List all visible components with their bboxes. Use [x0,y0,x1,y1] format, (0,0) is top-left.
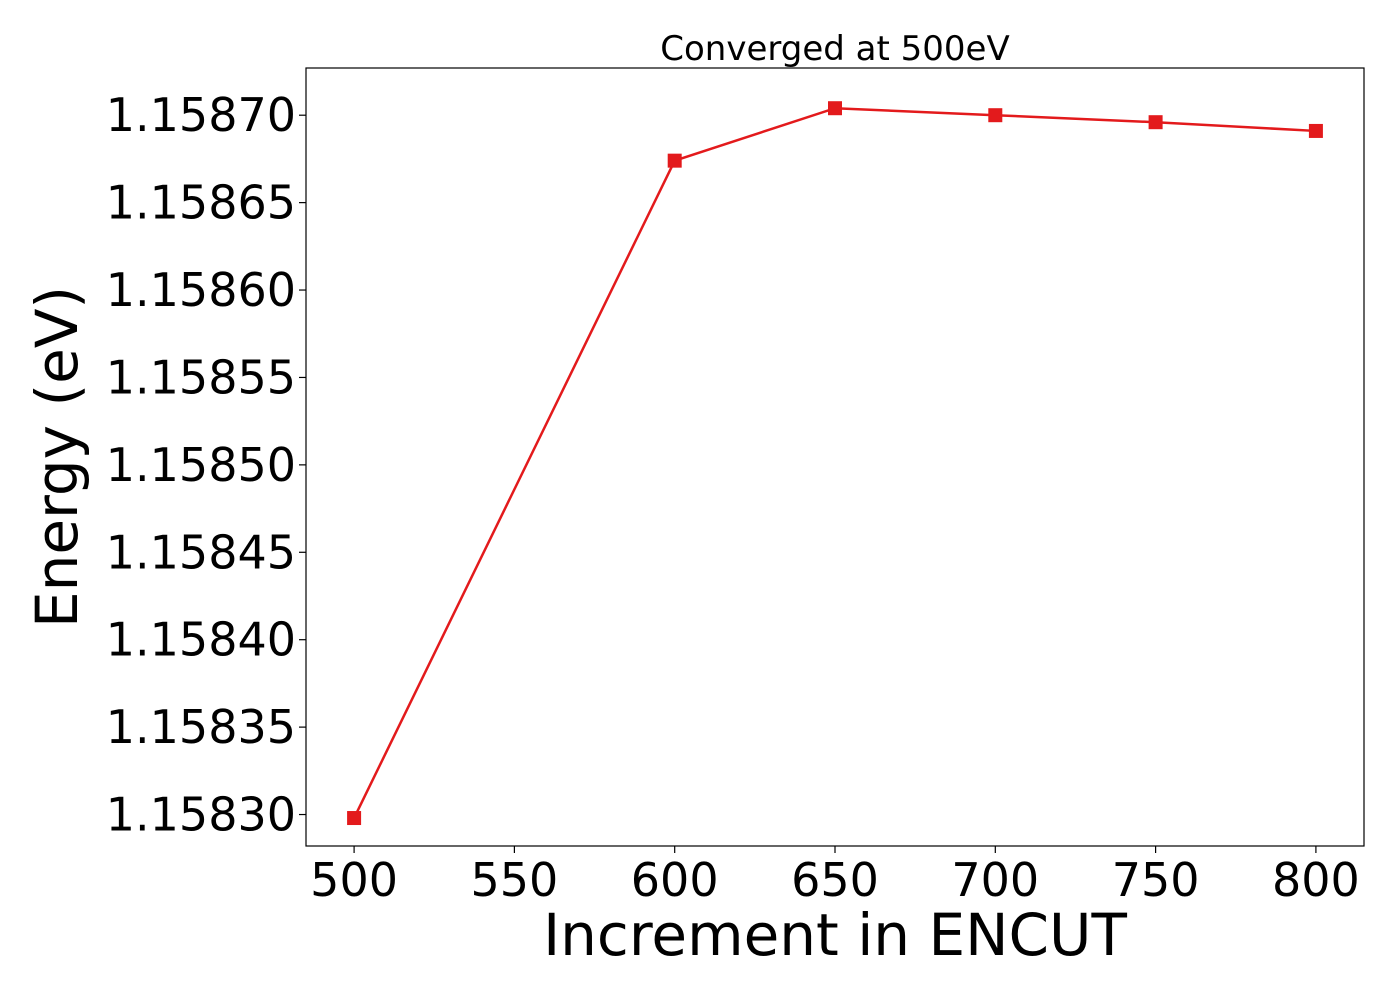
x-tick-label: 550 [470,853,558,907]
y-tick-label: 1.15830 [106,788,296,842]
y-tick-label: 1.15850 [106,438,296,492]
x-axis-label: Increment in ENCUT [543,901,1127,969]
data-point [988,108,1003,123]
y-axis-ticks: 1.15830 1.15835 1.15840 1.15845 1.15850 1.158… [106,88,306,842]
data-point [667,153,682,168]
data-point [828,101,842,116]
x-tick-label: 700 [951,853,1039,907]
y-tick-label: 1.15855 [106,350,296,404]
y-tick-label: 1.15835 [106,700,296,754]
data-point [1308,123,1323,138]
y-tick-label: 1.15845 [106,525,296,579]
data-point [1148,115,1163,130]
x-tick-label: 750 [1112,853,1200,907]
data-point [347,811,362,826]
plot-frame [305,67,1365,847]
y-tick-label: 1.15865 [106,176,296,230]
x-tick-label: 600 [631,853,719,907]
x-tick-label: 650 [791,853,879,907]
x-tick-label: 800 [1272,853,1360,907]
x-tick-label: 500 [310,853,398,907]
chart-title: Converged at 500eV [660,29,1009,69]
x-axis-ticks: 500 550 600 650 700 750 800 [310,846,1360,907]
y-tick-label: 1.15870 [106,88,296,142]
y-tick-label: 1.15860 [106,263,296,317]
series-layer [347,101,1323,826]
y-tick-label: 1.15840 [106,613,296,667]
series-line [352,106,1316,819]
y-axis-label: Energy (eV) [23,286,91,628]
